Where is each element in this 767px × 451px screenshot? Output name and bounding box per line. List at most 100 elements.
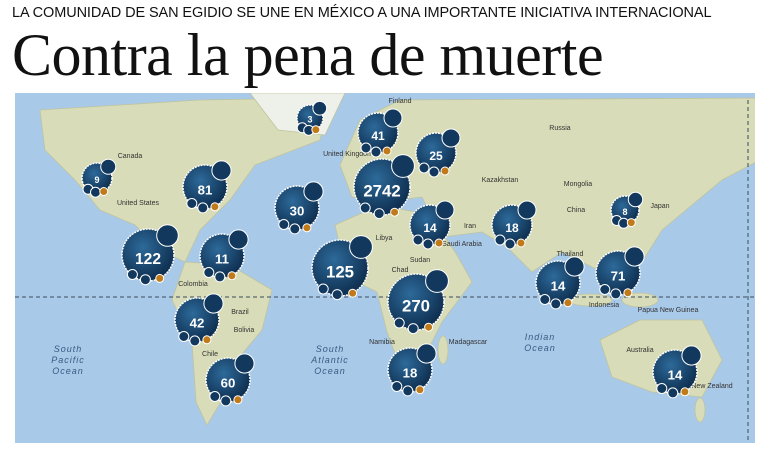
marker-cluster: 2742 — [353, 154, 415, 220]
marker-cluster: 42 — [174, 293, 224, 347]
country-label: Thailand — [557, 251, 584, 258]
marker-icon — [211, 160, 232, 181]
marker-icon — [623, 288, 633, 298]
marker-icon — [412, 234, 424, 246]
marker-cluster: 125 — [311, 235, 373, 301]
marker-icon — [494, 234, 506, 246]
marker-icon — [390, 207, 400, 217]
marker-count: 41 — [371, 129, 385, 143]
marker-count: 42 — [190, 315, 205, 330]
marker-icon — [349, 235, 373, 259]
marker-icon — [681, 345, 702, 366]
ocean-label: Indian — [525, 332, 556, 342]
marker-icon — [90, 186, 101, 198]
country-label: Sudan — [410, 257, 430, 264]
marker-icon — [126, 269, 138, 280]
marker-icon — [233, 395, 243, 405]
country-label: Bolivia — [234, 327, 255, 334]
marker-icon — [415, 385, 425, 395]
marker-icon — [564, 256, 585, 277]
marker-cluster: 8 — [610, 191, 644, 229]
country-label: Canada — [118, 153, 143, 160]
country-label: New Zealand — [691, 383, 732, 390]
marker-icon — [202, 335, 212, 345]
marker-cluster: 25 — [415, 128, 461, 178]
country-label: Chile — [202, 351, 218, 358]
marker-icon — [210, 202, 220, 212]
marker-cluster: 14 — [409, 200, 455, 250]
marker-icon — [156, 224, 179, 247]
marker-icon — [599, 284, 611, 295]
marker-icon — [360, 142, 372, 154]
country-label: United States — [117, 200, 160, 207]
marker-icon — [370, 146, 382, 158]
marker-icon — [289, 223, 301, 235]
marker-icon — [189, 335, 201, 347]
marker-count: 8 — [622, 207, 627, 217]
marker-icon — [155, 273, 165, 283]
marker-icon — [626, 218, 636, 228]
marker-icon — [302, 223, 312, 233]
kicker: LA COMUNIDAD DE SAN EGIDIO SE UNE EN MÉX… — [12, 5, 712, 21]
marker-count: 30 — [290, 203, 305, 218]
ocean-label: Pacific — [51, 355, 85, 365]
marker-cluster: 11 — [199, 229, 249, 283]
country-label: Libya — [376, 235, 393, 242]
marker-icon — [359, 202, 371, 214]
marker-icon — [348, 288, 358, 298]
country-label: Indonesia — [589, 302, 619, 309]
marker-icon — [418, 162, 430, 174]
marker-cluster: 71 — [595, 246, 645, 300]
marker-icon — [303, 181, 324, 202]
country-label: Colombia — [178, 281, 208, 288]
marker-icon — [425, 269, 449, 293]
country-label: Japan — [650, 203, 669, 210]
marker-count: 14 — [668, 367, 683, 382]
marker-icon — [373, 208, 385, 220]
marker-icon — [203, 267, 215, 278]
marker-icon — [627, 191, 644, 208]
marker-icon — [428, 166, 440, 178]
country-label: Russia — [549, 125, 571, 132]
marker-icon — [516, 238, 526, 248]
marker-count: 81 — [198, 182, 213, 197]
marker-icon — [441, 128, 461, 148]
country-label: Australia — [626, 347, 653, 354]
country-label: China — [567, 207, 585, 214]
marker-count: 2742 — [363, 181, 400, 200]
marker-icon — [656, 383, 668, 394]
marker-count: 71 — [611, 268, 626, 283]
marker-icon — [383, 108, 403, 128]
country-label: Kazakhstan — [482, 177, 519, 184]
country-label: Iran — [464, 223, 476, 230]
marker-count: 11 — [215, 251, 229, 266]
marker-icon — [197, 202, 209, 214]
marker-icon — [278, 219, 290, 230]
marker-icon — [317, 283, 329, 295]
marker-icon — [331, 289, 343, 301]
country-label: Finland — [389, 98, 412, 105]
marker-icon — [220, 395, 232, 407]
marker-count: 270 — [402, 296, 430, 315]
marker-icon — [680, 387, 690, 397]
marker-icon — [550, 298, 562, 310]
ocean-label: South — [316, 344, 345, 354]
marker-count: 18 — [505, 221, 519, 235]
marker-icon — [517, 200, 537, 220]
marker-icon — [139, 274, 151, 286]
marker-icon — [178, 331, 190, 342]
marker-icon — [539, 294, 551, 305]
country-label: Namibia — [369, 339, 395, 346]
country-label: Mongolia — [564, 181, 593, 188]
ocean-label: Ocean — [52, 366, 84, 376]
country-label: Papua New Guinea — [638, 307, 699, 314]
marker-count: 18 — [403, 365, 418, 380]
marker-icon — [227, 271, 237, 281]
marker-cluster: 81 — [182, 160, 232, 214]
marker-icon — [312, 100, 328, 116]
marker-cluster: 122 — [121, 224, 179, 286]
country-label: Chad — [392, 267, 409, 274]
marker-cluster: 30 — [274, 181, 324, 235]
